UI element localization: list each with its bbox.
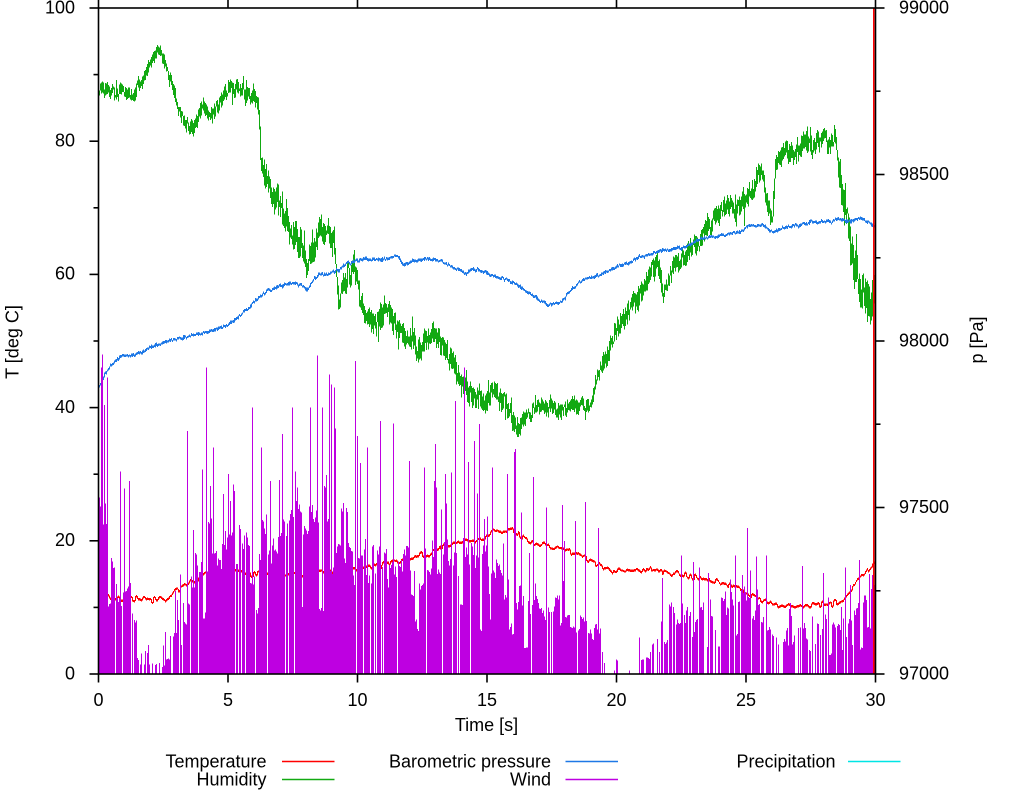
svg-text:20: 20 (55, 530, 75, 550)
svg-text:99000: 99000 (899, 0, 949, 17)
svg-text:25: 25 (736, 690, 756, 710)
svg-text:98000: 98000 (899, 330, 949, 350)
svg-text:97000: 97000 (899, 663, 949, 683)
svg-text:Precipitation: Precipitation (736, 752, 835, 772)
svg-text:5: 5 (223, 690, 233, 710)
svg-text:30: 30 (865, 690, 885, 710)
svg-text:Time [s]: Time [s] (455, 715, 518, 735)
svg-text:0: 0 (93, 690, 103, 710)
svg-text:Barometric pressure: Barometric pressure (389, 752, 551, 772)
svg-text:60: 60 (55, 264, 75, 284)
svg-text:97500: 97500 (899, 497, 949, 517)
svg-text:20: 20 (606, 690, 626, 710)
svg-text:40: 40 (55, 397, 75, 417)
svg-text:0: 0 (65, 663, 75, 683)
svg-text:100: 100 (45, 0, 75, 17)
svg-text:Humidity: Humidity (196, 770, 266, 790)
svg-text:Wind: Wind (510, 770, 551, 790)
svg-text:80: 80 (55, 131, 75, 151)
svg-text:98500: 98500 (899, 164, 949, 184)
svg-text:15: 15 (477, 690, 497, 710)
svg-text:Temperature: Temperature (165, 752, 266, 772)
svg-text:T [deg C]: T [deg C] (3, 305, 23, 379)
svg-text:10: 10 (347, 690, 367, 710)
svg-text:p [Pa]: p [Pa] (967, 316, 987, 363)
